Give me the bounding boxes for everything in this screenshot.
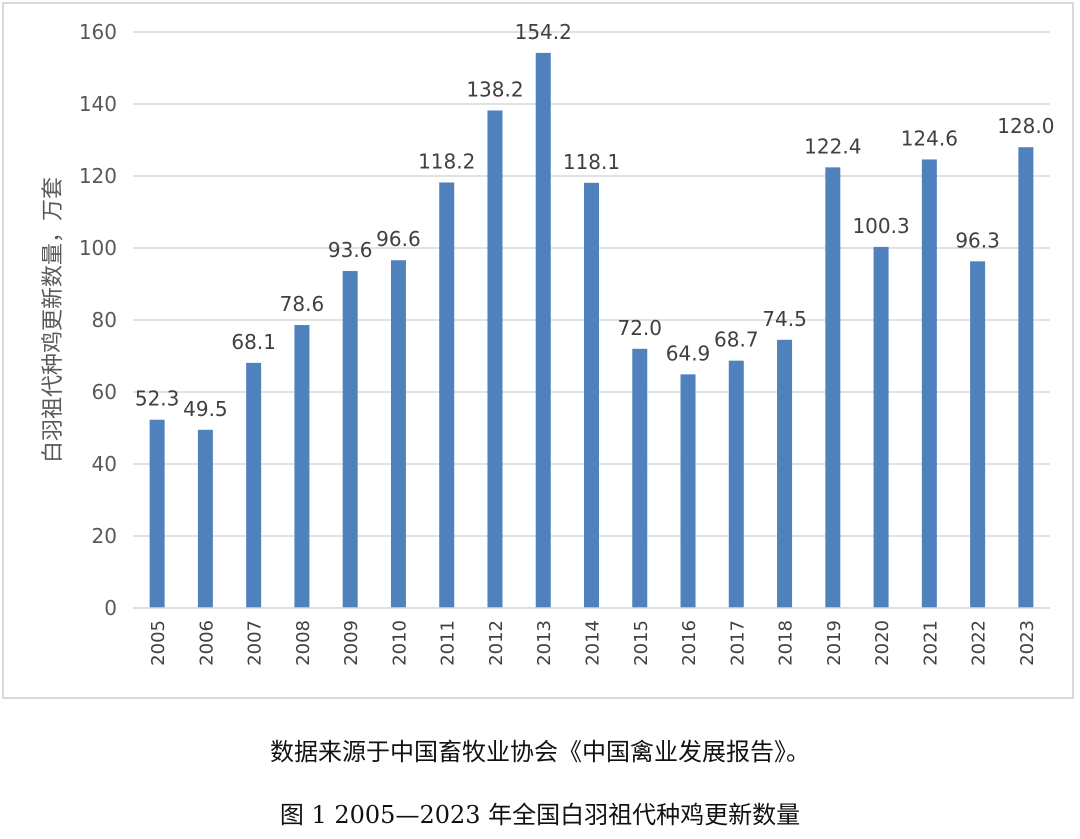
figure-caption: 图 1 2005—2023 年全国白羽祖代种鸡更新数量: [279, 801, 801, 829]
bar-2018: [777, 339, 793, 608]
bar-2016: [680, 374, 696, 608]
data-label: 118.1: [563, 150, 620, 174]
y-tick-label: 0: [104, 596, 117, 620]
bar-2019: [825, 167, 841, 609]
data-label: 52.3: [135, 387, 180, 411]
x-tick-label: 2019: [824, 620, 845, 666]
data-label: 93.6: [328, 238, 373, 262]
data-label: 154.2: [515, 20, 572, 44]
data-label: 68.1: [231, 330, 276, 354]
data-label: 78.6: [280, 292, 325, 316]
source-note: 数据来源于中国畜牧业协会《中国禽业发展报告》。: [270, 738, 810, 766]
x-tick-label: 2012: [486, 620, 507, 666]
bar-2012: [487, 110, 503, 608]
x-tick-label: 2017: [727, 620, 748, 666]
bar-2017: [728, 360, 744, 608]
y-tick-label: 60: [92, 380, 117, 404]
bar-2010: [390, 260, 406, 608]
bar-2007: [246, 362, 262, 608]
data-label: 122.4: [804, 134, 861, 158]
x-tick-label: 2010: [389, 620, 410, 666]
y-axis-label: 白羽祖代种鸡更新数量，万套: [41, 177, 66, 463]
x-tick-label: 2011: [438, 620, 459, 666]
y-tick-label: 120: [79, 164, 117, 188]
data-label: 100.3: [852, 214, 909, 238]
data-label: 138.2: [466, 77, 523, 101]
x-tick-label: 2022: [969, 620, 990, 666]
x-tick-label: 2013: [534, 620, 555, 666]
data-label: 128.0: [997, 114, 1054, 138]
y-tick-label: 40: [92, 452, 117, 476]
x-tick-label: 2005: [148, 620, 169, 666]
x-tick-label: 2014: [583, 620, 604, 666]
x-tick-label: 2020: [872, 620, 893, 666]
bar-2005: [149, 419, 165, 608]
data-label: 124.6: [901, 126, 958, 150]
data-label: 49.5: [183, 397, 228, 421]
bar-2008: [294, 325, 310, 608]
bar-2013: [535, 52, 551, 608]
data-label: 118.2: [418, 149, 475, 173]
x-tick-label: 2021: [920, 620, 941, 666]
bar-2020: [873, 246, 889, 609]
data-label: 96.3: [955, 228, 1000, 252]
data-label: 72.0: [617, 316, 662, 340]
bar-2009: [342, 271, 358, 608]
data-label: 64.9: [666, 341, 711, 365]
bar-2021: [921, 159, 937, 608]
x-tick-label: 2007: [245, 620, 266, 666]
bar-2022: [970, 261, 986, 608]
bar-2011: [439, 182, 455, 609]
x-tick-label: 2006: [196, 620, 217, 666]
x-tick-label: 2008: [293, 620, 314, 666]
x-tick-label: 2015: [631, 620, 652, 666]
y-tick-label: 80: [92, 308, 117, 332]
x-tick-label: 2018: [776, 620, 797, 666]
data-label: 96.6: [376, 227, 421, 251]
x-tick-label: 2009: [341, 620, 362, 666]
data-label: 68.7: [714, 328, 759, 352]
x-tick-label: 2023: [1017, 620, 1038, 666]
bar-2014: [584, 182, 599, 608]
bar-chart: 0 20 40 60 80 100 120 140 160 52.3 2005 49.5 2006 68.…: [41, 20, 1055, 666]
y-tick-label: 160: [79, 20, 117, 44]
y-tick-label: 140: [79, 92, 117, 116]
data-label: 74.5: [762, 307, 807, 331]
y-tick-label: 100: [79, 236, 117, 260]
bar-2006: [197, 429, 213, 608]
y-tick-label: 20: [92, 524, 117, 548]
bar-2023: [1018, 147, 1034, 608]
x-tick-label: 2016: [679, 620, 700, 666]
bar-2015: [632, 348, 648, 608]
chart-frame: [2, 2, 1074, 699]
